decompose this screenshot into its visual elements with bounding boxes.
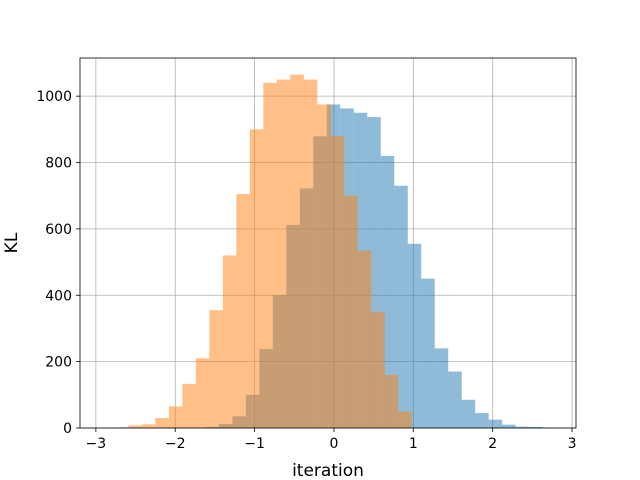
histogram-bar [317, 104, 331, 428]
y-axis-label: KL [2, 232, 22, 253]
series-2 [101, 74, 412, 429]
x-tick-label: 0 [329, 436, 338, 452]
histogram-bar [128, 425, 142, 428]
x-axis-label: iteration [292, 461, 364, 480]
histogram-bar [502, 424, 516, 428]
histogram-bar [407, 243, 422, 428]
histogram-bar [475, 413, 489, 428]
y-tick-label: 1000 [36, 89, 72, 105]
histogram-bar [222, 255, 237, 428]
histogram-bar [357, 250, 372, 428]
x-tick-label: 1 [409, 436, 418, 452]
histogram-bar [448, 371, 462, 428]
histogram-bar [168, 406, 183, 428]
y-tick-label: 600 [45, 222, 72, 238]
histogram-bar [421, 278, 435, 428]
x-tick-label: 2 [488, 436, 497, 452]
histogram-bar [141, 424, 156, 428]
histogram-bar [434, 348, 449, 428]
y-tick-label: 0 [63, 421, 72, 437]
histogram-bar [303, 79, 318, 428]
histogram-bar [276, 79, 291, 428]
y-tick-label: 800 [45, 156, 72, 172]
x-tick-label: −1 [244, 436, 265, 452]
histogram-bar [290, 74, 304, 429]
histogram-bar [488, 419, 503, 428]
histogram-bar [236, 194, 250, 428]
histogram-bar [182, 383, 196, 428]
histogram-bar [249, 129, 264, 429]
histogram-bar [263, 82, 277, 429]
histogram-bar [344, 195, 358, 428]
x-tick-label: 3 [568, 436, 577, 452]
plot-frame [79, 57, 577, 429]
x-tick-label: −3 [86, 436, 107, 452]
y-tick-label: 400 [45, 288, 72, 304]
histogram-bar [398, 411, 412, 428]
histogram-series [101, 74, 557, 429]
histogram-bar [515, 426, 530, 428]
histogram-bar [384, 374, 399, 428]
histogram-bar [461, 399, 476, 428]
axis-ticks: −3 −2 −1 0 1 2 3 0 200 400 600 800 1000 [36, 89, 576, 452]
histogram-bar [195, 358, 210, 428]
histogram-bar [394, 185, 408, 428]
histogram-bar [371, 311, 385, 428]
histogram-bar [330, 135, 345, 428]
histogram-bar [209, 310, 223, 428]
histogram-bar [529, 427, 543, 428]
histogram-bar [155, 418, 169, 428]
y-tick-label: 200 [45, 355, 72, 371]
x-tick-label: −2 [165, 436, 186, 452]
